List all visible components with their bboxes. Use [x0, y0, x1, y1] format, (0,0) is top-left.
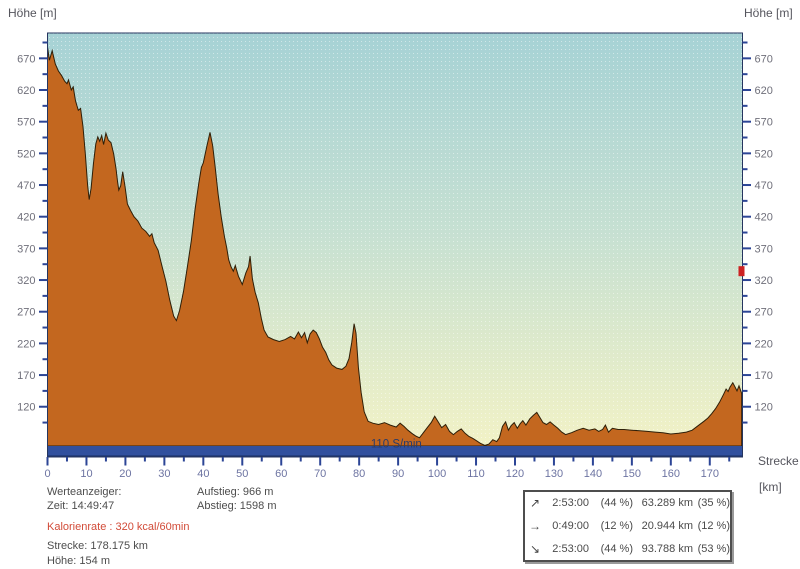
- x-tick-label: 50: [236, 468, 248, 480]
- climb-stats-box: ↗ 2:53:00 (44 %) 63.289 km (35 %) → 0:49…: [523, 490, 732, 562]
- y-tick-label-right: 170: [755, 370, 773, 382]
- distance-readout: Strecke: 178.175 km: [47, 540, 148, 552]
- y-tick-label: 670: [17, 53, 35, 65]
- elevation-area: [47, 46, 743, 447]
- y-tick-label-right: 320: [755, 275, 773, 287]
- stats-row-flat: → 0:49:00 (12 %) 20.944 km (12 %): [525, 519, 730, 533]
- x-tick-label: 20: [119, 468, 131, 480]
- y-tick-label: 420: [17, 212, 35, 224]
- arrow-right-icon: →: [529, 518, 541, 533]
- x-tick-label: 90: [392, 468, 404, 480]
- arrow-up-right-icon: ↗: [529, 496, 541, 511]
- y-axis-title-left: Höhe [m]: [8, 6, 57, 20]
- x-axis-title-unit: [km]: [759, 480, 782, 494]
- y-tick-label-right: 220: [755, 338, 773, 350]
- x-tick-label: 40: [197, 468, 209, 480]
- y-tick-label: 220: [17, 338, 35, 350]
- descent-time: 2:53:00: [552, 542, 589, 555]
- y-tick-label-right: 570: [755, 117, 773, 129]
- descent-time-pct: (44 %): [600, 542, 633, 555]
- y-tick-label: 170: [17, 370, 35, 382]
- bottom-bar: [47, 446, 743, 457]
- flat-distance: 20.944 km: [641, 519, 693, 532]
- flat-time: 0:49:00: [552, 519, 589, 532]
- stats-row-descent: ↘ 2:53:00 (44 %) 93.788 km (53 %): [525, 542, 730, 556]
- x-tick-label: 60: [275, 468, 287, 480]
- ascent-distance: 63.289 km: [641, 497, 693, 510]
- y-tick-label-right: 420: [755, 212, 773, 224]
- time-readout: Zeit: 14:49:47: [47, 500, 115, 512]
- ascent-total: Aufstieg: 966 m: [197, 486, 274, 498]
- descent-total: Abstieg: 1598 m: [197, 500, 277, 512]
- y-tick-label: 520: [17, 148, 35, 160]
- x-tick-label: 120: [506, 468, 524, 480]
- y-tick-label-right: 470: [755, 180, 773, 192]
- y-tick-label-right: 370: [755, 243, 773, 255]
- y-tick-label: 370: [17, 243, 35, 255]
- x-tick-label: 130: [545, 468, 563, 480]
- y-axis-ticks: 670 670 620 620 570 570 520 520 470 470 420 420 370 3…: [17, 41, 773, 424]
- y-tick-label: 620: [17, 85, 35, 97]
- y-tick-label-right: 620: [755, 85, 773, 97]
- plot-border: [47, 32, 743, 458]
- y-tick-label-right: 270: [755, 307, 773, 319]
- x-tick-label: 170: [701, 468, 719, 480]
- x-tick-label: 150: [623, 468, 641, 480]
- y-axis-title-right: Höhe [m]: [744, 6, 793, 20]
- x-axis-ticks: 0 10 20 30 40 50 60 70 80 90 100 110 120 130 140 150 160…: [44, 457, 731, 480]
- x-tick-label: 0: [44, 468, 50, 480]
- stats-row-ascent: ↗ 2:53:00 (44 %) 63.289 km (35 %): [525, 496, 730, 510]
- x-tick-label: 70: [314, 468, 326, 480]
- cadence-annotation: 110 S/min: [371, 438, 422, 450]
- y-tick-label: 270: [17, 307, 35, 319]
- y-tick-label: 570: [17, 117, 35, 129]
- flat-distance-pct: (12 %): [697, 519, 730, 532]
- y-tick-label: 470: [17, 180, 35, 192]
- y-tick-label: 120: [17, 402, 35, 414]
- value-indicator-label: Werteanzeiger:: [47, 486, 122, 498]
- y-tick-label-right: 670: [755, 53, 773, 65]
- y-tick-label-right: 120: [755, 402, 773, 414]
- ascent-distance-pct: (35 %): [697, 497, 730, 510]
- x-tick-label: 10: [80, 468, 92, 480]
- x-tick-label: 160: [662, 468, 680, 480]
- ascent-time: 2:53:00: [552, 497, 589, 510]
- descent-distance: 93.788 km: [641, 542, 693, 555]
- ascent-time-pct: (44 %): [600, 497, 633, 510]
- calorie-rate-readout: Kalorienrate : 320 kcal/60min: [47, 521, 190, 533]
- x-tick-label: 30: [158, 468, 170, 480]
- x-tick-label: 100: [428, 468, 446, 480]
- x-tick-label: 110: [467, 468, 485, 480]
- x-tick-label: 80: [353, 468, 365, 480]
- right-axis-red-marker: [738, 266, 745, 277]
- flat-time-pct: (12 %): [600, 519, 633, 532]
- altitude-readout: Höhe: 154 m: [47, 555, 110, 567]
- y-tick-label-right: 520: [755, 148, 773, 160]
- y-tick-label: 320: [17, 275, 35, 287]
- descent-distance-pct: (53 %): [697, 542, 730, 555]
- x-axis-title: Strecke: [758, 454, 799, 468]
- arrow-down-right-icon: ↘: [529, 541, 541, 556]
- x-tick-label: 140: [584, 468, 602, 480]
